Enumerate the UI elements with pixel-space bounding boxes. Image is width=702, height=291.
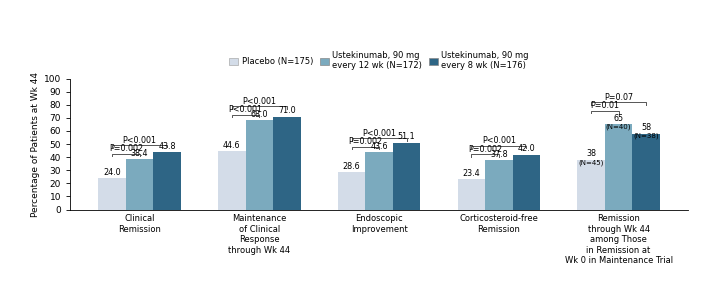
Bar [126, 159, 153, 210]
Bar [633, 134, 660, 210]
Legend: Placebo (N=175), Ustekinumab, 90 mg
every 12 wk (N=172), Ustekinumab, 90 mg
ever: Placebo (N=175), Ustekinumab, 90 mg ever… [227, 49, 531, 72]
Text: 38: 38 [586, 150, 596, 158]
Text: (N=45): (N=45) [578, 159, 604, 166]
Bar [605, 125, 633, 210]
Text: P=0.002: P=0.002 [468, 145, 502, 154]
Bar [458, 179, 485, 210]
Bar [338, 172, 365, 210]
Bar [153, 152, 181, 210]
Text: 24.0: 24.0 [103, 168, 121, 177]
Bar [577, 160, 605, 210]
Bar [393, 143, 420, 210]
Text: 43.8: 43.8 [159, 142, 176, 151]
Bar [273, 117, 300, 210]
Text: 28.6: 28.6 [343, 162, 360, 171]
Text: P=0.002: P=0.002 [348, 137, 383, 146]
Y-axis label: Percentage of Patients at Wk 44: Percentage of Patients at Wk 44 [31, 72, 40, 217]
Text: P=0.07: P=0.07 [604, 93, 633, 102]
Text: 43.6: 43.6 [371, 142, 388, 151]
Text: 51.1: 51.1 [398, 132, 416, 141]
Text: P<0.001: P<0.001 [229, 105, 263, 114]
Bar [218, 151, 246, 210]
Text: 68.0: 68.0 [251, 110, 268, 119]
Text: 23.4: 23.4 [463, 168, 480, 178]
Text: P<0.001: P<0.001 [362, 129, 396, 138]
Text: P=0.01: P=0.01 [590, 101, 619, 110]
Text: 38.4: 38.4 [131, 149, 148, 158]
Text: P<0.001: P<0.001 [123, 136, 157, 145]
Text: P<0.001: P<0.001 [242, 97, 277, 106]
Text: P=0.002: P=0.002 [109, 144, 143, 153]
Text: 42.0: 42.0 [517, 144, 535, 153]
Text: 37.8: 37.8 [490, 150, 508, 159]
Text: P<0.001: P<0.001 [482, 136, 516, 146]
Text: 58: 58 [641, 123, 651, 132]
Text: (N=38): (N=38) [633, 133, 659, 139]
Bar [512, 155, 540, 210]
Text: (N=40): (N=40) [606, 124, 631, 130]
Text: 65: 65 [614, 114, 623, 123]
Bar [485, 160, 512, 210]
Text: 44.6: 44.6 [223, 141, 241, 150]
Bar [246, 120, 273, 210]
Text: 71.0: 71.0 [278, 106, 296, 115]
Bar [365, 152, 393, 210]
Bar [98, 178, 126, 210]
